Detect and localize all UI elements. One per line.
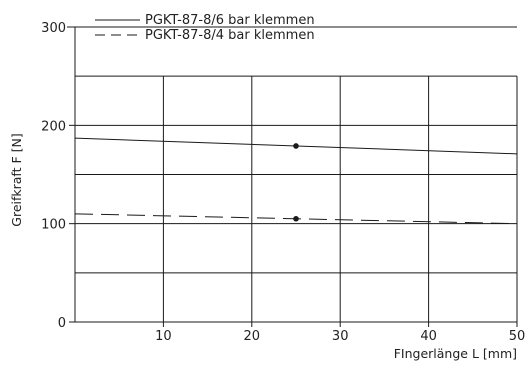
grid xyxy=(67,26,518,327)
x-tick-label: 30 xyxy=(332,329,349,344)
x-tick-label: 50 xyxy=(509,329,526,344)
y-tick-label: 100 xyxy=(41,218,66,233)
x-tick-label: 10 xyxy=(155,329,172,344)
legend: PGKT-87-8/6 bar klemmen PGKT-87-8/4 bar … xyxy=(95,13,315,43)
x-tick-label: 40 xyxy=(420,329,437,344)
x-axis-label: FIngerlänge L [mm] xyxy=(394,346,517,361)
x-tick-label: 20 xyxy=(244,329,261,344)
axes xyxy=(74,27,517,323)
y-tick-label: 200 xyxy=(41,119,66,134)
tick-labels: 0 100 200 300 10 20 30 40 50 xyxy=(41,21,525,344)
series-marker-1 xyxy=(293,143,299,149)
y-tick-label: 300 xyxy=(41,21,66,36)
legend-label-series-2: PGKT-87-8/4 bar klemmen xyxy=(145,28,315,43)
y-axis-label: Greifkraft F [N] xyxy=(9,133,24,226)
series-marker-2 xyxy=(293,215,299,222)
legend-label-series-1: PGKT-87-8/6 bar klemmen xyxy=(145,13,315,28)
series xyxy=(74,137,518,225)
y-tick-label: 0 xyxy=(58,316,66,331)
